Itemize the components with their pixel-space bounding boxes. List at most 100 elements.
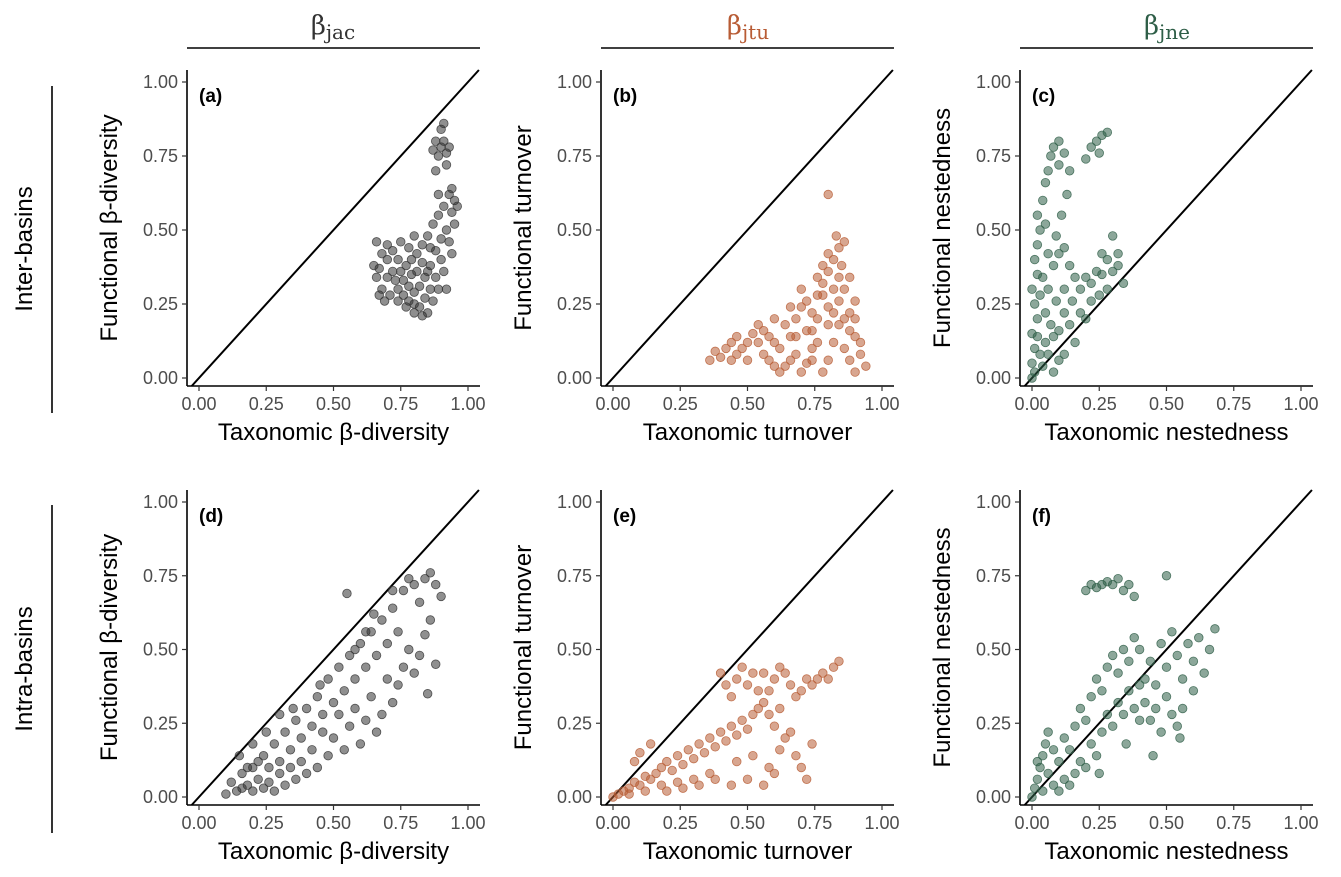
scatter-point [339, 686, 349, 696]
scatter-point [1086, 739, 1096, 749]
scatter-point [1048, 331, 1059, 342]
scatter-point [678, 783, 688, 793]
scatter-point [412, 266, 422, 277]
scatter-point [425, 243, 436, 253]
scatter-point [409, 579, 419, 590]
identity-line [190, 69, 480, 387]
scatter-point [748, 328, 758, 339]
scatter-point [836, 260, 847, 271]
scatter-point [635, 780, 645, 790]
scatter-point [431, 659, 441, 669]
scatter-point [624, 789, 634, 799]
scatter-point [839, 284, 850, 294]
scatter-point [1059, 308, 1069, 318]
scatter-point [409, 231, 419, 241]
x-tick-label: 0.25 [663, 394, 698, 414]
scatter-point [1121, 739, 1131, 749]
scatter-point [318, 727, 328, 737]
scatter-point [780, 361, 790, 371]
scatter-point [318, 709, 328, 720]
scatter-point [396, 266, 406, 277]
scatter-point [1054, 786, 1064, 796]
scatter-point [428, 145, 438, 155]
scatter-point [374, 263, 384, 274]
scatter-point [1032, 314, 1043, 324]
scatter-point [1032, 331, 1043, 342]
scatter-point [1040, 337, 1051, 348]
y-tick-label: 0.50 [557, 640, 592, 660]
scatter-point [355, 739, 366, 749]
scatter-point [672, 751, 683, 761]
scatter-point [1035, 225, 1045, 235]
scatter-point [414, 650, 425, 661]
scatter-point [1048, 260, 1059, 271]
scatter-point [1183, 638, 1193, 649]
y-tick-label: 0.25 [976, 294, 1011, 314]
scatter-point [1140, 674, 1150, 684]
scatter-point [447, 248, 457, 259]
scatter-point [1204, 644, 1215, 655]
scatter-point [264, 777, 274, 787]
scatter-point [807, 343, 817, 354]
scatter-point [382, 240, 393, 250]
scatter-point [1054, 325, 1064, 336]
y-tick-label: 1.00 [557, 492, 592, 512]
scatter-point [406, 254, 417, 265]
row-title: Inter-basins [11, 186, 38, 311]
scatter-point [1118, 644, 1129, 655]
scatter-point [1172, 650, 1182, 661]
scatter-point [1177, 703, 1188, 714]
scatter-point [1032, 210, 1043, 220]
scatter-point [371, 727, 382, 737]
scatter-point [1091, 136, 1102, 146]
scatter-point [753, 320, 763, 330]
scatter-point [672, 777, 683, 787]
scatter-point [1107, 266, 1118, 277]
scatter-point [350, 674, 360, 684]
scatter-point [1156, 727, 1166, 737]
scatter-point [1027, 792, 1037, 802]
scatter-point [393, 627, 403, 637]
scatter-point [1091, 674, 1102, 684]
scatter-point [1035, 349, 1045, 360]
scatter-point [850, 296, 860, 306]
scatter-point [753, 703, 763, 714]
scatter-point [396, 237, 406, 247]
y-tick-label: 0.75 [557, 566, 592, 586]
scatter-point [1029, 254, 1040, 265]
scatter-point [1086, 142, 1096, 152]
scatter-point [1081, 272, 1091, 283]
scatter-point [1091, 751, 1102, 761]
scatter-point [791, 349, 801, 360]
scatter-point [785, 355, 796, 365]
scatter-point [796, 762, 807, 773]
scatter-panel: 0.00 0.25 0.50 0.75 1.00 0.00 0.25 0.50 0.75 1.00… [929, 489, 1319, 865]
scatter-point [742, 337, 753, 348]
scatter-point [1210, 624, 1220, 634]
scatter-point [834, 320, 844, 330]
y-tick-label: 1.00 [557, 72, 592, 92]
scatter-point [758, 349, 769, 360]
scatter-point [339, 745, 349, 755]
scatter-point [753, 686, 763, 696]
scatter-point [721, 680, 731, 690]
y-tick-label: 0.75 [143, 146, 178, 166]
scatter-point [355, 638, 366, 649]
y-tick-label: 0.00 [557, 787, 592, 807]
scatter-point [377, 615, 387, 625]
scatter-point [328, 697, 339, 708]
scatter-point [667, 765, 677, 776]
scatter-point [301, 703, 312, 714]
scatter-point [414, 302, 425, 312]
scatter-panel: 0.00 0.25 0.50 0.75 1.00 0.00 0.25 0.50 0.75 1.00… [510, 69, 900, 446]
scatter-point [818, 260, 828, 271]
y-tick-label: 1.00 [976, 492, 1011, 512]
scatter-point [818, 290, 828, 300]
scatter-point [1062, 189, 1072, 200]
scatter-point [812, 314, 823, 324]
scatter-point [1027, 358, 1037, 368]
x-axis-title: Taxonomic nestedness [1044, 419, 1288, 446]
scatter-point [258, 751, 269, 761]
y-tick-label: 0.00 [976, 787, 1011, 807]
scatter-point [269, 739, 280, 749]
